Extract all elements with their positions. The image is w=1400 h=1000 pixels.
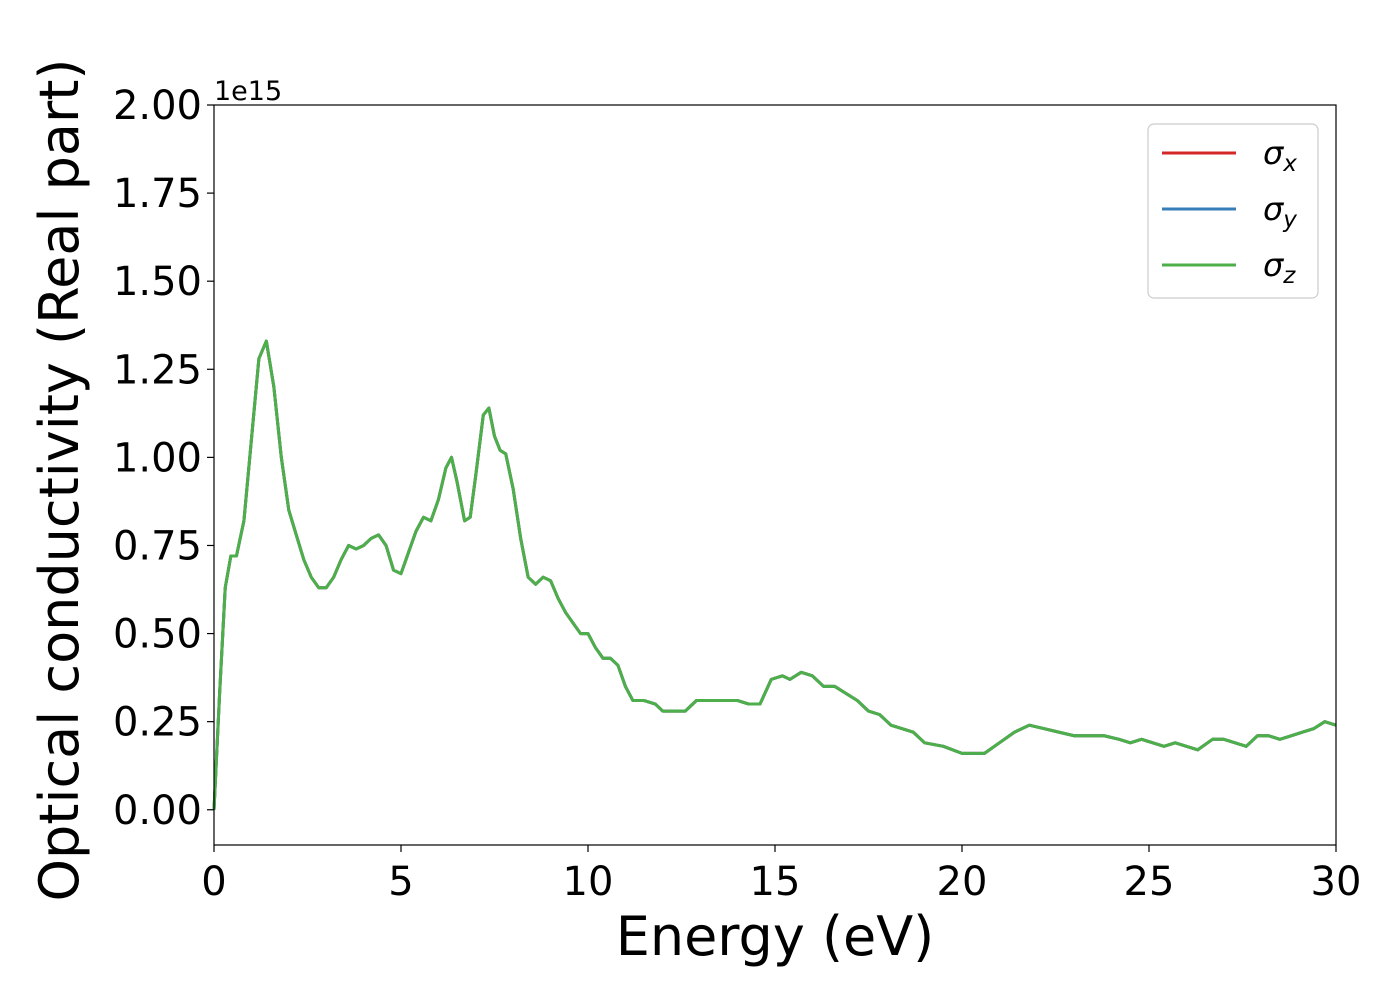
y-offset-label: 1e15 (214, 76, 282, 107)
x-axis-label: Energy (eV) (616, 905, 935, 968)
x-tick-label: 20 (937, 859, 988, 905)
y-tick-label: 0.00 (113, 788, 202, 834)
y-tick-label: 1.00 (113, 435, 202, 481)
series-layer (212, 339, 1337, 810)
x-tick-label: 5 (388, 859, 413, 905)
legend-box (1147, 123, 1319, 299)
y-tick-label: 1.25 (113, 347, 202, 393)
legend-subscript: y (1282, 207, 1297, 233)
legend-subscript: z (1282, 263, 1296, 289)
x-tick-label: 25 (1124, 859, 1175, 905)
y-tick-label: 0.75 (113, 523, 202, 569)
y-tick-label: 0.50 (113, 612, 202, 658)
y-tick-label: 2.00 (113, 83, 202, 129)
y-tick-label: 0.25 (113, 700, 202, 746)
y-axis-label: Optical conductivity (Real part) (28, 59, 91, 902)
series-line-2 (212, 339, 1337, 810)
legend-subscript: x (1282, 151, 1297, 177)
x-tick-label: 10 (563, 859, 614, 905)
y-tick-label: 1.50 (113, 259, 202, 305)
x-tick-label: 30 (1311, 859, 1362, 905)
y-axis: 0.00 0.25 0.50 0.75 1.00 1.25 1.50 1.75 2.00 (113, 83, 214, 834)
y-tick-label: 1.75 (113, 171, 202, 217)
x-tick-label: 0 (201, 859, 226, 905)
x-tick-label: 15 (750, 859, 801, 905)
x-axis: 0 5 10 15 20 25 30 (201, 845, 1361, 905)
